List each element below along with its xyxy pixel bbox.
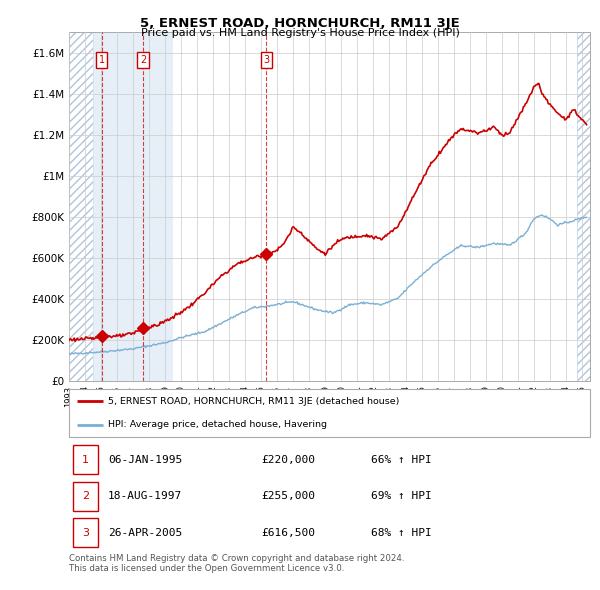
Text: 5, ERNEST ROAD, HORNCHURCH, RM11 3JE: 5, ERNEST ROAD, HORNCHURCH, RM11 3JE <box>140 17 460 30</box>
Text: HPI: Average price, detached house, Havering: HPI: Average price, detached house, Have… <box>108 420 327 430</box>
Text: 3: 3 <box>263 55 269 65</box>
Text: 66% ↑ HPI: 66% ↑ HPI <box>371 455 432 464</box>
Text: 06-JAN-1995: 06-JAN-1995 <box>108 455 182 464</box>
Text: Price paid vs. HM Land Registry's House Price Index (HPI): Price paid vs. HM Land Registry's House … <box>140 28 460 38</box>
Text: £255,000: £255,000 <box>262 491 316 501</box>
FancyBboxPatch shape <box>69 389 590 437</box>
FancyBboxPatch shape <box>73 481 98 511</box>
Bar <box>93 32 173 381</box>
Bar <box>577 32 590 381</box>
Bar <box>69 32 93 381</box>
Text: 18-AUG-1997: 18-AUG-1997 <box>108 491 182 501</box>
Text: 5, ERNEST ROAD, HORNCHURCH, RM11 3JE (detached house): 5, ERNEST ROAD, HORNCHURCH, RM11 3JE (de… <box>108 396 400 406</box>
Bar <box>69 32 93 381</box>
Text: 1: 1 <box>82 455 89 464</box>
Text: 1: 1 <box>98 55 104 65</box>
Bar <box>577 32 590 381</box>
Text: £220,000: £220,000 <box>262 455 316 464</box>
Text: £616,500: £616,500 <box>262 528 316 537</box>
Text: 68% ↑ HPI: 68% ↑ HPI <box>371 528 432 537</box>
FancyBboxPatch shape <box>73 445 98 474</box>
Text: 2: 2 <box>82 491 89 501</box>
Text: 69% ↑ HPI: 69% ↑ HPI <box>371 491 432 501</box>
Text: Contains HM Land Registry data © Crown copyright and database right 2024.
This d: Contains HM Land Registry data © Crown c… <box>69 554 404 573</box>
Text: 3: 3 <box>82 528 89 537</box>
Text: 2: 2 <box>140 55 146 65</box>
Text: 26-APR-2005: 26-APR-2005 <box>108 528 182 537</box>
FancyBboxPatch shape <box>73 518 98 548</box>
